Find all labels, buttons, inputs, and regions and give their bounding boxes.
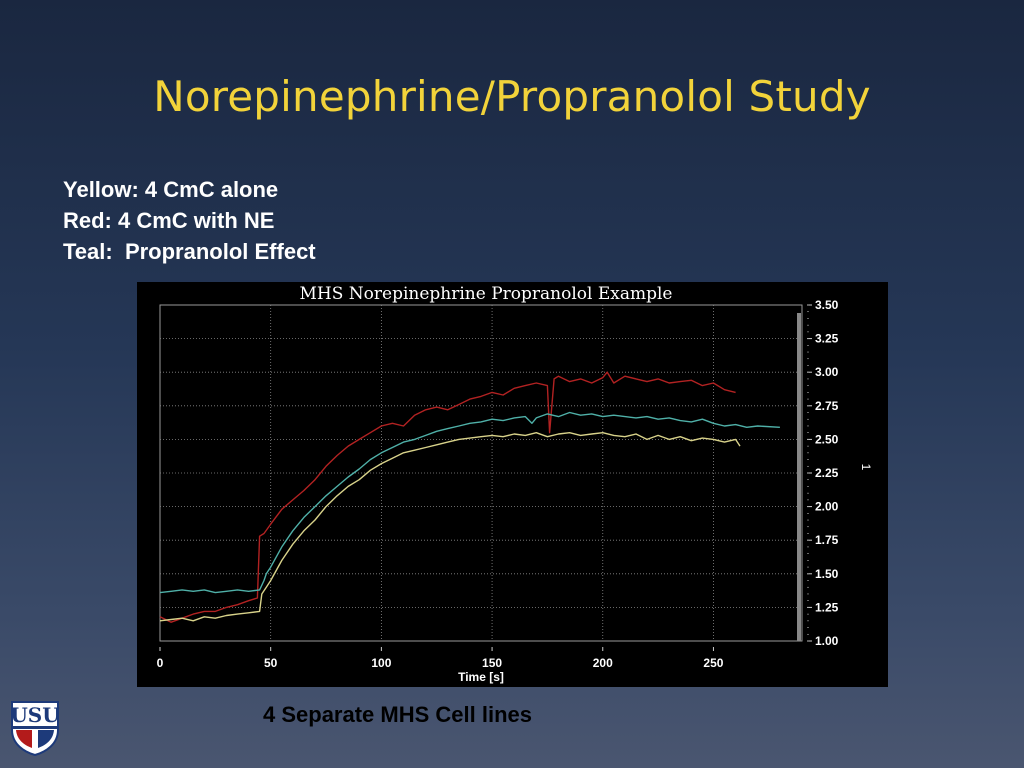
y-tick-label: 1.25	[815, 600, 839, 614]
x-tick-label: 200	[593, 656, 613, 670]
y2-marker: 1	[859, 464, 873, 471]
y-tick-label: 3.50	[815, 298, 839, 312]
y-tick-label: 1.00	[815, 634, 839, 648]
series-line-0	[159, 371, 736, 623]
x-tick-label: 0	[157, 656, 164, 670]
y-tick-label: 2.25	[815, 466, 839, 480]
x-axis-label: Time [s]	[458, 670, 504, 684]
chart-caption: 4 Separate MHS Cell lines	[263, 702, 532, 727]
y-tick-label: 2.00	[815, 500, 839, 514]
legend-note-teal: Teal: Propranolol Effect	[63, 239, 316, 264]
legend-notes: Yellow: 4 CmC alone Red: 4 CmC with NE T…	[63, 174, 316, 267]
x-tick-label: 100	[371, 656, 391, 670]
x-tick-label: 150	[482, 656, 502, 670]
y-tick-label: 1.75	[815, 533, 839, 547]
slide-title: Norepinephrine/Propranolol Study	[153, 72, 871, 121]
line-chart: MHS Norepinephrine Propranolol Example 0 5…	[157, 284, 873, 684]
x-tick-label: 50	[264, 656, 278, 670]
y-tick-label: 2.50	[815, 432, 839, 446]
series-line-1	[159, 411, 780, 594]
y-tick-label: 3.00	[815, 365, 839, 379]
series-line-2	[159, 431, 741, 622]
scroll-scale-bar	[797, 313, 801, 641]
usu-shield-logo: USU	[10, 700, 60, 757]
legend-note-yellow: Yellow: 4 CmC alone	[63, 177, 279, 202]
legend-note-red: Red: 4 CmC with NE	[63, 208, 275, 233]
y-tick-label: 1.50	[815, 567, 839, 581]
logo-text: USU	[10, 703, 59, 727]
x-tick-label: 250	[703, 656, 723, 670]
chart-panel: MHS Norepinephrine Propranolol Example 0 5…	[137, 282, 888, 687]
chart-title: MHS Norepinephrine Propranolol Example	[300, 284, 673, 304]
y-tick-label: 2.75	[815, 399, 839, 413]
y-tick-label: 3.25	[815, 332, 839, 346]
